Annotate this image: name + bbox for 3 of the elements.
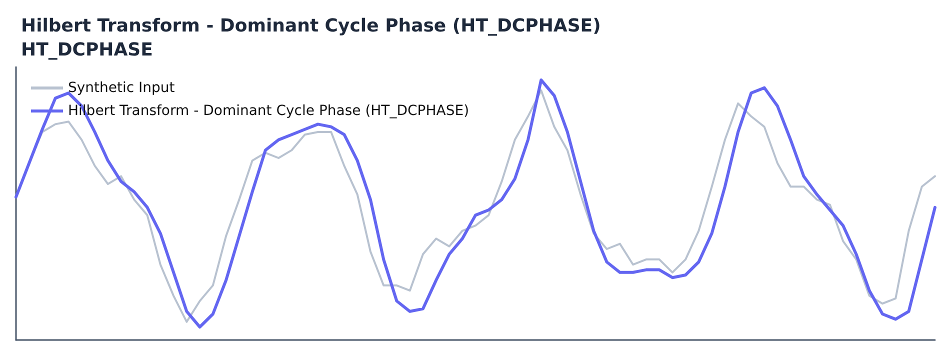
legend-label: Synthetic Input — [68, 80, 176, 96]
chart-subtitle: HT_DCPHASE — [21, 40, 153, 60]
chart-title: Hilbert Transform - Dominant Cycle Phase (HT_DCPHASE) — [21, 16, 601, 36]
